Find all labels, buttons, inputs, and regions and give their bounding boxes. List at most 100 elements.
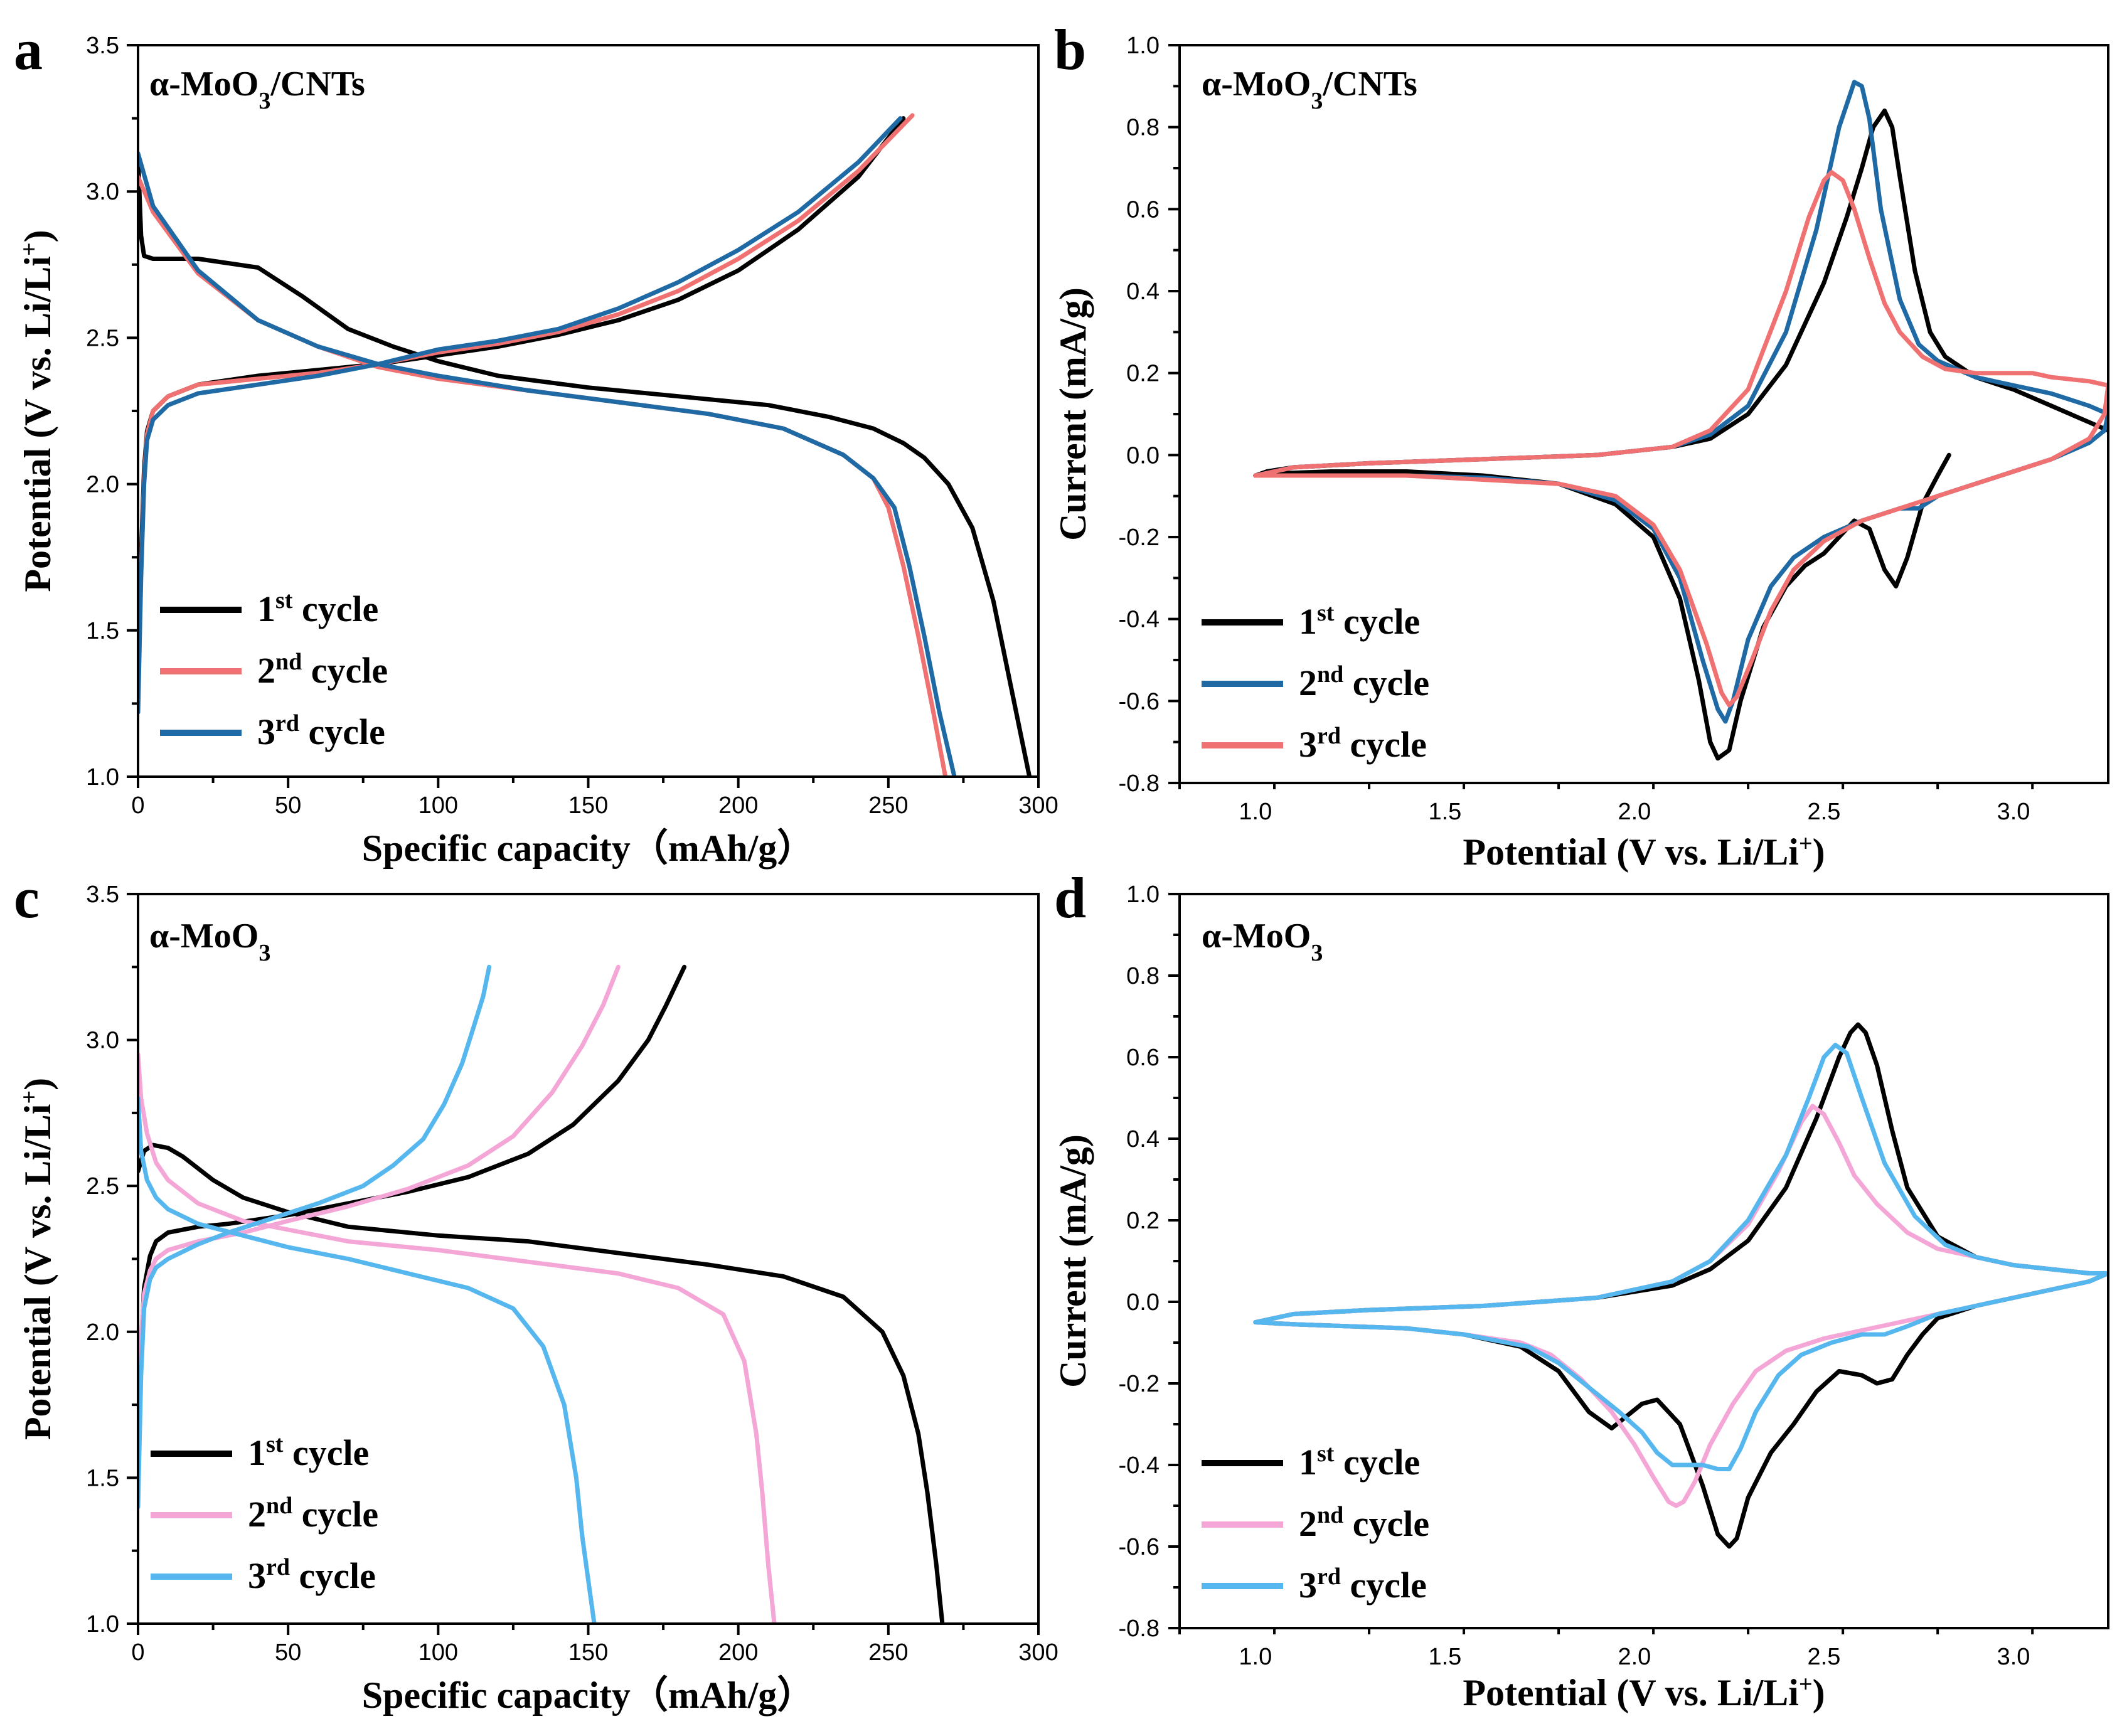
legend: 1st cycle 2nd cycle 3rd cycle xyxy=(160,587,388,752)
panel-c: 0 50 100 150 200 250 300 1.0 1.5 2.0 2.5 3.0 3.5 Spec… xyxy=(14,866,1058,1716)
y-tick-label: -0.4 xyxy=(1119,1452,1160,1479)
y-tick-label: -0.6 xyxy=(1119,1534,1160,1560)
y-tick-label: 1.0 xyxy=(86,764,119,791)
x-tick-label: 100 xyxy=(419,792,458,819)
x-tick-label: 200 xyxy=(718,1639,758,1666)
legend-label-2: 2nd cycle xyxy=(248,1493,378,1535)
panel-letter: c xyxy=(14,866,40,930)
y-tick-label: 0.8 xyxy=(1126,115,1160,141)
legend-label-3: 3rd cycle xyxy=(257,710,385,752)
legend-label-3: 3rd cycle xyxy=(1299,1563,1427,1606)
y-tick-label: 1.5 xyxy=(86,1465,119,1491)
series-line-2-segment-1 xyxy=(138,1052,777,1624)
x-tick-label: 50 xyxy=(275,792,301,819)
x-tick-label: 100 xyxy=(419,1639,458,1666)
y-axis-title: Potential (V vs. Li/Li+) xyxy=(16,230,58,592)
panel-letter: d xyxy=(1054,866,1086,930)
y-tick-label: -0.2 xyxy=(1119,525,1160,551)
x-tick-label: 150 xyxy=(568,1639,608,1666)
x-tick-label: 250 xyxy=(868,1639,908,1666)
series-line-3-segment-1 xyxy=(138,1096,597,1624)
x-tick-label: 2.5 xyxy=(1808,1644,1841,1670)
series-line-1-segment-2 xyxy=(138,116,906,691)
x-axis-title: Specific capacity（mAh/g） xyxy=(362,1674,815,1716)
panel-letter: b xyxy=(1054,18,1086,82)
sample-label: α-MoO3/CNTs xyxy=(1202,65,1417,114)
y-tick-label: 0.6 xyxy=(1126,1045,1160,1071)
x-tick-label: 200 xyxy=(718,792,758,819)
x-tick-label: 300 xyxy=(1018,792,1058,819)
y-tick-label: 3.5 xyxy=(86,33,119,59)
x-tick-label: 250 xyxy=(868,792,908,819)
y-tick-label: 2.5 xyxy=(86,1173,119,1200)
y-tick-label: 1.5 xyxy=(86,618,119,644)
series-line-2-segment-1 xyxy=(1253,80,2108,724)
legend-label-1: 1st cycle xyxy=(248,1431,369,1473)
x-tick-label: 300 xyxy=(1018,1639,1058,1666)
legend: 1st cycle 2nd cycle 3rd cycle xyxy=(1202,1440,1429,1606)
x-tick-label: 1.0 xyxy=(1239,1644,1272,1670)
x-axis-title: Potential (V vs. Li/Li+) xyxy=(1463,1671,1825,1713)
sample-label: α-MoO3 xyxy=(149,917,270,966)
legend-label-1: 1st cycle xyxy=(1299,1440,1420,1483)
panel-b: 1.0 1.5 2.0 2.5 3.0 -0.8 -0.6 -0.4 -0.2 0.0 0.2 0.4… xyxy=(1052,18,2109,873)
plot-area xyxy=(1253,1022,2108,1549)
y-tick-label: 2.0 xyxy=(86,1319,119,1346)
plot-area xyxy=(138,113,1032,777)
y-tick-label: -0.2 xyxy=(1119,1371,1160,1397)
series-line-3-segment-1 xyxy=(138,151,957,777)
panel-a: 0 50 100 150 200 250 300 1.0 1.5 2.0 2.5 3.0 3.5 Spec… xyxy=(14,18,1058,869)
legend-label-1: 1st cycle xyxy=(257,587,378,629)
legend-label-3: 3rd cycle xyxy=(248,1554,376,1596)
y-tick-label: 2.5 xyxy=(86,325,119,351)
y-tick-label: -0.6 xyxy=(1119,688,1160,715)
legend-label-2: 2nd cycle xyxy=(1299,661,1429,703)
x-tick-label: 50 xyxy=(275,1639,301,1666)
y-tick-label: 3.5 xyxy=(86,881,119,908)
x-tick-label: 2.5 xyxy=(1808,799,1841,825)
series-line-3-segment-2 xyxy=(138,116,903,715)
series-line-1-segment-2 xyxy=(138,964,687,1466)
y-tick-label: -0.4 xyxy=(1119,607,1160,633)
x-tick-label: 150 xyxy=(568,792,608,819)
panel-d: 1.0 1.5 2.0 2.5 3.0 -0.8 -0.6 -0.4 -0.2 0.0 0.2 0.4… xyxy=(1052,866,2109,1713)
y-tick-label: -0.8 xyxy=(1119,770,1160,797)
series-line-3-segment-2 xyxy=(138,964,492,1510)
y-tick-label: 3.0 xyxy=(86,1028,119,1054)
y-tick-label: 0.2 xyxy=(1126,1208,1160,1234)
y-tick-label: 0.0 xyxy=(1126,442,1160,469)
y-tick-label: 0.4 xyxy=(1126,279,1160,305)
y-tick-label: 3.0 xyxy=(86,179,119,205)
series-line-2-segment-2 xyxy=(138,964,621,1451)
x-tick-label: 0 xyxy=(131,792,144,819)
y-tick-label: 0.0 xyxy=(1126,1289,1160,1316)
x-tick-label: 2.0 xyxy=(1618,1644,1651,1670)
sample-label: α-MoO3 xyxy=(1202,917,1323,966)
x-tick-label: 1.0 xyxy=(1239,799,1272,825)
y-tick-label: 0.2 xyxy=(1126,361,1160,387)
legend-label-3: 3rd cycle xyxy=(1299,723,1427,765)
x-tick-label: 3.0 xyxy=(1997,1644,2030,1670)
y-tick-label: 1.0 xyxy=(1126,33,1160,59)
y-tick-label: 1.0 xyxy=(1126,881,1160,908)
series-line-3-segment-1 xyxy=(1253,170,2108,708)
panel-letter: a xyxy=(14,18,43,82)
y-tick-label: 2.0 xyxy=(86,472,119,498)
x-axis-title: Specific capacity（mAh/g） xyxy=(362,827,815,869)
y-tick-label: 1.0 xyxy=(86,1611,119,1637)
legend-label-2: 2nd cycle xyxy=(257,649,388,691)
series-line-3-segment-1 xyxy=(1253,1043,2108,1471)
x-tick-label: 0 xyxy=(131,1639,144,1666)
legend-label-2: 2nd cycle xyxy=(1299,1502,1429,1544)
y-tick-label: 0.4 xyxy=(1126,1126,1160,1153)
legend: 1st cycle 2nd cycle 3rd cycle xyxy=(151,1431,378,1596)
y-axis-title: Current (mA/g) xyxy=(1052,1134,1094,1388)
plot-area xyxy=(138,964,945,1624)
x-tick-label: 2.0 xyxy=(1618,799,1651,825)
series-line-1-segment-1 xyxy=(138,1142,945,1624)
y-tick-label: 0.6 xyxy=(1126,196,1160,223)
x-axis-title: Potential (V vs. Li/Li+) xyxy=(1463,831,1825,873)
y-tick-label: 0.8 xyxy=(1126,963,1160,989)
sample-label: α-MoO3/CNTs xyxy=(149,65,365,114)
